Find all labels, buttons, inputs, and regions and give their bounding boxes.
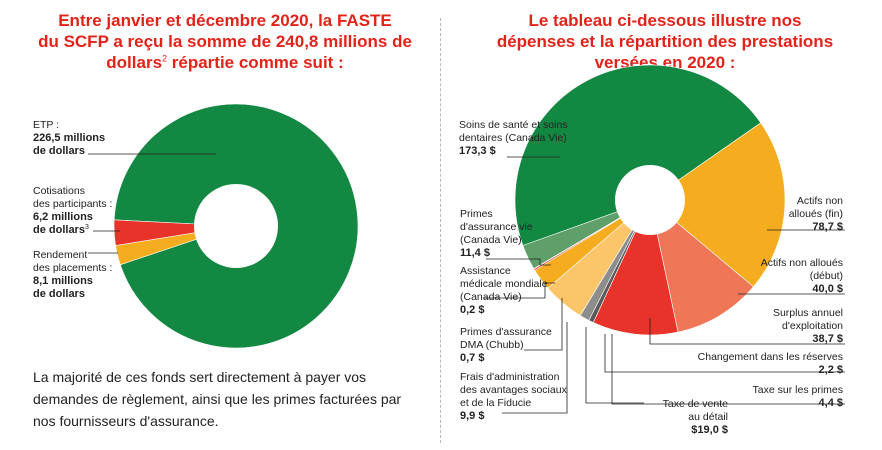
column-divider [440,18,441,443]
right-title-line-2: dépenses et la répartition des prestatio… [496,32,834,51]
right-connector-4 [604,334,845,373]
right-pie-slice-10 [522,199,651,270]
right-label-6: Taxe de vente au détail $19,0 $ [663,398,729,436]
right-label-10: Primes d'assurance vie (Canada Vie) 11,4 $ [460,208,533,259]
right-label-5: Taxe sur les primes 4,4 $ [753,384,843,409]
right-connector-5 [611,334,845,405]
right-title-line-1: Le tableau ci-dessous illustre nos [528,11,802,30]
left-description: La majorité de ces fonds sert directemen… [33,369,402,429]
right-label-2: Actifs non alloués (début) 40,0 $ [761,257,843,295]
right-connector-7 [502,322,568,414]
right-pie-donut-hole [615,165,685,235]
footnote-2-marker: 2 [162,53,168,64]
left-title-line-3-rest: répartie comme suit : [167,53,344,72]
left-title-line-2: du SCFP a reçu la somme de 240,8 million… [38,32,412,51]
right-label-9: Assistance médicale mondiale (Canada Vie) 0… [460,265,548,316]
right-pie-slice-2 [649,199,754,333]
right-label-3: Surplus annuel d'exploitation 38,7 $ [773,307,843,345]
right-connector-9 [484,282,555,299]
left-label-2: Rendement des placements :8,1 millions de … [33,249,112,300]
right-label-4: Changement dans les réserves 2,2 $ [698,351,843,376]
left-pie-donut-hole [194,184,278,268]
right-label-0: Soins de santé et soins dentaires (Canada… [459,119,568,157]
right-label-7: Frais d'administration des avantages soci… [460,371,568,422]
right-pie-slice-0 [514,64,762,246]
left-title-line-1: Entre janvier et décembre 2020, la FASTE [58,11,392,30]
right-connector-6 [585,327,644,404]
right-pie-slice-1 [649,122,786,288]
left-title-line-3: dollars2 répartie comme suit : [20,52,430,73]
right-connector-10 [486,258,551,266]
right-label-1: Actifs non alloués (fin) 78,7 $ [789,195,843,233]
left-label-0: ETP :226,5 millions de dollars [33,119,105,157]
left-label-1: Cotisations des participants :6,2 million… [33,185,112,236]
right-label-8: Primes d'assurance DMA (Chubb) 0,7 $ [460,326,552,364]
right-connector-8 [524,298,563,351]
right-chart-title: Le tableau ci-dessous illustre nos dépen… [455,10,875,73]
left-title-line-3-text: dollars [106,53,163,72]
right-connector-3 [649,318,845,345]
left-chart-title: Entre janvier et décembre 2020, la FASTE… [20,10,430,73]
